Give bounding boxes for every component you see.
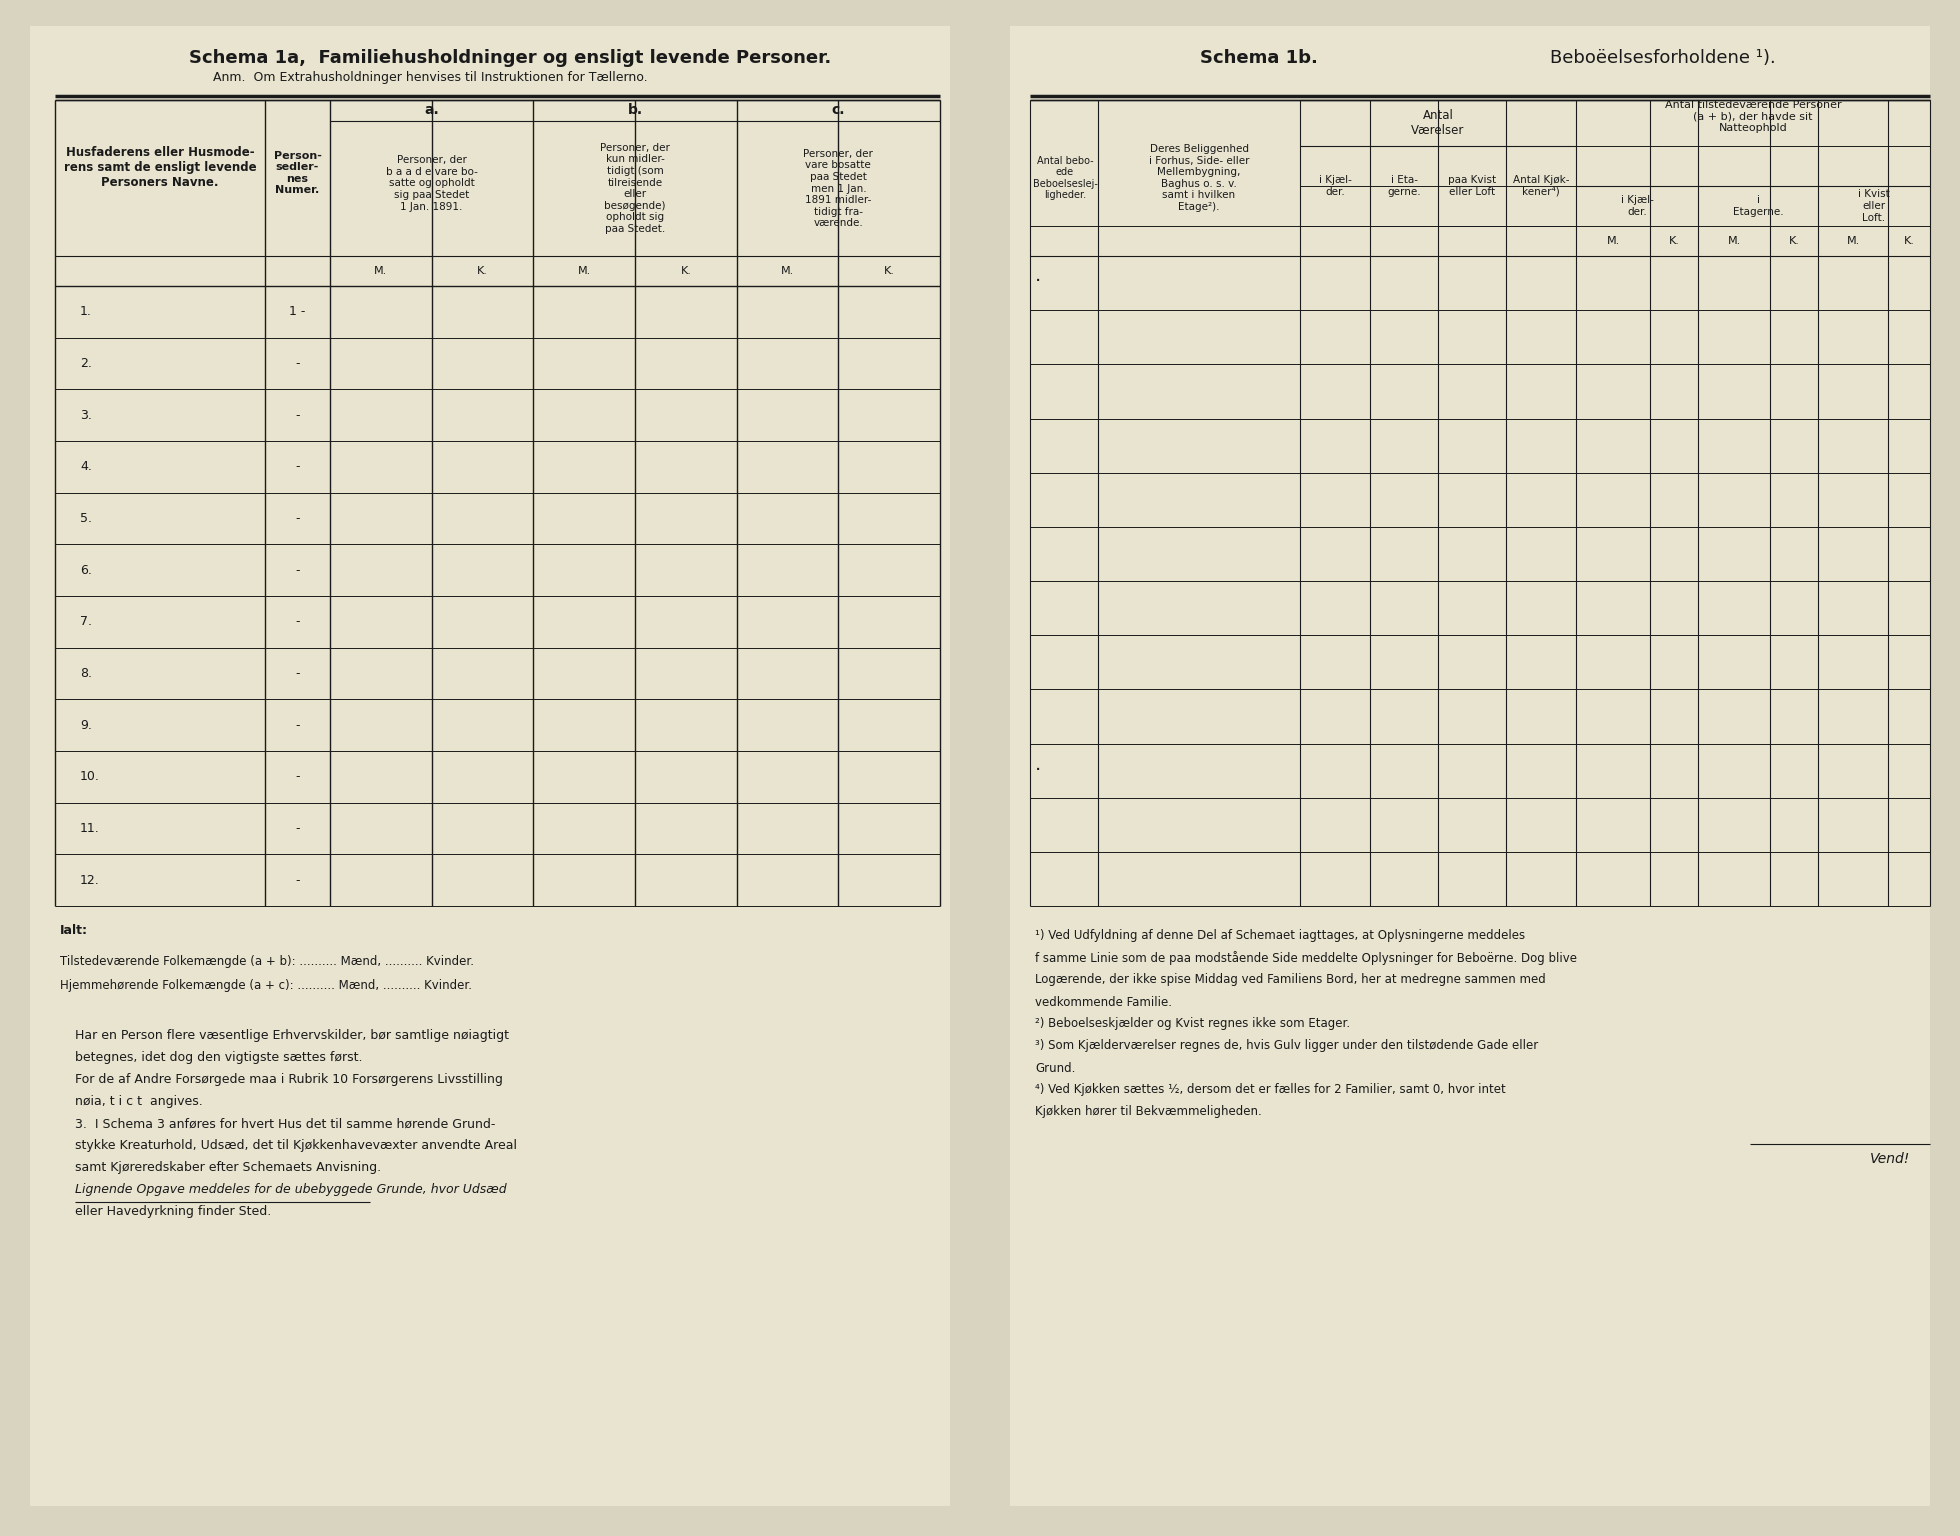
Text: -: - [296,356,300,370]
Text: 8.: 8. [80,667,92,680]
Text: ²) Beboelseskjælder og Kvist regnes ikke som Etager.: ²) Beboelseskjælder og Kvist regnes ikke… [1035,1017,1350,1031]
Text: Lignende Opgave meddeles for de ubebyggede Grunde, hvor Udsæd: Lignende Opgave meddeles for de ubebygge… [74,1184,506,1197]
Text: Antal tilstedeværende Personer
(a + b), der havde sit
Natteophold: Antal tilstedeværende Personer (a + b), … [1664,100,1840,134]
Text: Grund.: Grund. [1035,1061,1076,1075]
Text: Antal bebo-
ede
Beboelseslej-
ligheder.: Antal bebo- ede Beboelseslej- ligheder. [1033,155,1098,200]
Text: 3.: 3. [80,409,92,422]
Text: Vend!: Vend! [1870,1152,1911,1166]
Text: 7.: 7. [80,616,92,628]
Text: -: - [296,409,300,422]
Text: M.: M. [1607,237,1619,246]
Text: betegnes, idet dog den vigtigste sættes først.: betegnes, idet dog den vigtigste sættes … [74,1052,363,1064]
Text: K.: K. [884,266,894,276]
Text: eller Havedyrkning finder Sted.: eller Havedyrkning finder Sted. [74,1206,270,1218]
Text: K.: K. [1789,237,1799,246]
Text: Kjøkken hører til Bekvæmmeligheden.: Kjøkken hører til Bekvæmmeligheden. [1035,1106,1262,1118]
Text: Personer, der
vare bosatte
paa Stedet
men 1 Jan.
1891 midler-
tidigt fra-
værend: Personer, der vare bosatte paa Stedet me… [804,149,874,229]
Bar [1009,26,1931,1505]
Text: 2.: 2. [80,356,92,370]
Text: Tilstedeværende Folkemængde (a + b): .......... Mænd, .......... Kvinder.: Tilstedeværende Folkemængde (a + b): ...… [61,954,474,968]
Text: ⁴) Ved Kjøkken sættes ½, dersom det er fælles for 2 Familier, samt 0, hvor intet: ⁴) Ved Kjøkken sættes ½, dersom det er f… [1035,1083,1505,1097]
Text: -: - [296,461,300,473]
Text: M.: M. [374,266,388,276]
Text: f samme Linie som de paa modstående Side meddelte Oplysninger for Beboërne. Dog : f samme Linie som de paa modstående Side… [1035,951,1578,965]
Text: 9.: 9. [80,719,92,731]
Text: Ialt:: Ialt: [61,925,88,937]
Text: M.: M. [1846,237,1860,246]
Text: i Kjæl-
der.: i Kjæl- der. [1621,195,1654,217]
Text: -: - [296,822,300,836]
Text: Personer, der
b a a d e vare bo-
satte og opholdt
sig paa Stedet
1 Jan. 1891.: Personer, der b a a d e vare bo- satte o… [386,155,478,212]
Text: Person-
sedler-
nes
Numer.: Person- sedler- nes Numer. [274,151,321,195]
Text: Personer, der
kun midler-
tidigt (som
tilreisende
eller
besøgende)
opholdt sig
p: Personer, der kun midler- tidigt (som ti… [600,143,670,233]
Text: -: - [296,511,300,525]
Text: ³) Som Kjælderværelser regnes de, hvis Gulv ligger under den tilstødende Gade el: ³) Som Kjælderværelser regnes de, hvis G… [1035,1040,1539,1052]
Text: K.: K. [1903,237,1915,246]
Text: 6.: 6. [80,564,92,576]
Text: Deres Beliggenhed
i Forhus, Side- eller
Mellembygning,
Baghus o. s. v.
samt i hv: Deres Beliggenhed i Forhus, Side- eller … [1149,144,1249,212]
Text: Har en Person flere væsentlige Erhvervskilder, bør samtlige nøiagtigt: Har en Person flere væsentlige Erhvervsk… [74,1029,510,1043]
Text: Antal
Værelser: Antal Værelser [1411,109,1464,137]
Text: 1.: 1. [80,306,92,318]
Text: nøia, t i c t  angives.: nøia, t i c t angives. [74,1095,202,1109]
Text: ·: · [1035,760,1041,780]
Text: Anm.  Om Extrahusholdninger henvises til Instruktionen for Tællerno.: Anm. Om Extrahusholdninger henvises til … [214,72,647,84]
Text: 10.: 10. [80,771,100,783]
Text: -: - [296,874,300,886]
Text: 5.: 5. [80,511,92,525]
Text: Beboëelsesforholdene ¹).: Beboëelsesforholdene ¹). [1550,49,1776,68]
Text: b.: b. [627,103,643,117]
Text: -: - [296,667,300,680]
Text: Husfaderens eller Husmode-
rens samt de ensligt levende
Personers Navne.: Husfaderens eller Husmode- rens samt de … [63,146,257,189]
Text: Antal Kjøk-
kener⁴): Antal Kjøk- kener⁴) [1513,175,1570,197]
Text: -: - [296,564,300,576]
Text: Logærende, der ikke spise Middag ved Familiens Bord, her at medregne sammen med: Logærende, der ikke spise Middag ved Fam… [1035,974,1546,986]
Text: a.: a. [423,103,439,117]
Text: Hjemmehørende Folkemængde (a + c): .......... Mænd, .......... Kvinder.: Hjemmehørende Folkemængde (a + c): .....… [61,980,472,992]
Text: Schema 1a,  Familiehusholdninger og ensligt levende Personer.: Schema 1a, Familiehusholdninger og ensli… [188,49,831,68]
Text: c.: c. [831,103,845,117]
Text: 1 -: 1 - [290,306,306,318]
Text: M.: M. [578,266,590,276]
Text: paa Kvist
eller Loft: paa Kvist eller Loft [1448,175,1495,197]
Text: M.: M. [1727,237,1740,246]
Text: -: - [296,771,300,783]
Text: M.: M. [780,266,794,276]
Text: i Kjæl-
der.: i Kjæl- der. [1319,175,1352,197]
Text: 11.: 11. [80,822,100,836]
Text: For de af Andre Forsørgede maa i Rubrik 10 Forsørgerens Livsstilling: For de af Andre Forsørgede maa i Rubrik … [74,1074,504,1086]
Text: samt Kjøreredskaber efter Schemaets Anvisning.: samt Kjøreredskaber efter Schemaets Anvi… [74,1161,380,1175]
Text: i
Etagerne.: i Etagerne. [1733,195,1784,217]
Text: ¹) Ved Udfyldning af denne Del af Schemaet iagttages, at Oplysningerne meddeles: ¹) Ved Udfyldning af denne Del af Schema… [1035,929,1525,943]
Text: K.: K. [476,266,488,276]
Text: 4.: 4. [80,461,92,473]
Text: K.: K. [1668,237,1680,246]
Text: -: - [296,616,300,628]
Text: stykke Kreaturhold, Udsæd, det til Kjøkkenhavevæxter anvendte Areal: stykke Kreaturhold, Udsæd, det til Kjøkk… [74,1140,517,1152]
Text: 12.: 12. [80,874,100,886]
Text: Schema 1b.: Schema 1b. [1200,49,1317,68]
Text: 3.  I Schema 3 anføres for hvert Hus det til samme hørende Grund-: 3. I Schema 3 anføres for hvert Hus det … [74,1118,496,1130]
Text: i Eta-
gerne.: i Eta- gerne. [1388,175,1421,197]
Bar [29,26,951,1505]
Text: ·: · [1035,272,1041,290]
Text: K.: K. [680,266,692,276]
Text: -: - [296,719,300,731]
Text: i Kvist
eller
Loft.: i Kvist eller Loft. [1858,189,1889,223]
Text: vedkommende Familie.: vedkommende Familie. [1035,995,1172,1009]
